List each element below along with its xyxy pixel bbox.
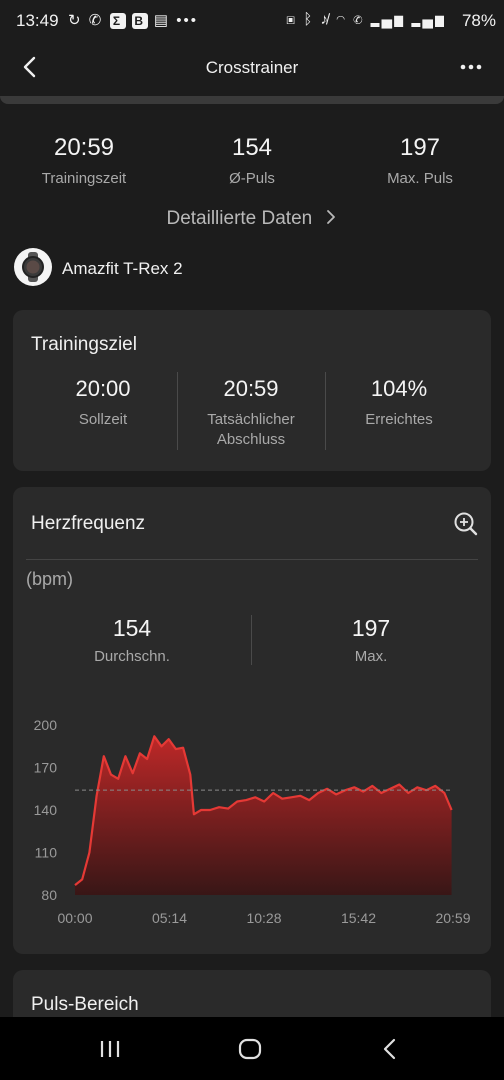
- notification-icons: ↻ ✆ Σ B ▤ •••: [68, 11, 198, 30]
- y-tick-label: 170: [34, 760, 58, 776]
- hr-average: 154 Durchschn.: [13, 615, 251, 665]
- bluetooth-icon: ᛒ: [303, 11, 315, 28]
- goal-achieved: 104% Erreichtes: [326, 376, 472, 430]
- divider: [177, 372, 178, 450]
- page-title: Crosstrainer: [205, 58, 299, 77]
- x-tick-label: 00:00: [57, 910, 92, 926]
- goal-label: Sollzeit: [78, 411, 128, 428]
- more-options-button[interactable]: [456, 52, 486, 82]
- wifi-call-icon: ✆: [353, 11, 365, 28]
- recent-apps-icon: [100, 1041, 120, 1057]
- stat-value: 20:59: [53, 134, 115, 161]
- app-header: Crosstrainer: [0, 44, 504, 94]
- b-app-icon: B: [131, 13, 148, 30]
- system-navigation-bar: [0, 1017, 504, 1080]
- stat-label: Ø-Puls: [229, 170, 275, 187]
- goal-value: 20:59: [223, 376, 279, 401]
- calendar-icon: ▤: [153, 12, 171, 29]
- more-notifications-icon: •••: [176, 12, 198, 29]
- chevron-left-icon: [23, 56, 36, 78]
- nfc-icon: ▣: [286, 11, 298, 28]
- stat-label: Max. Puls: [387, 170, 453, 187]
- x-tick-label: 05:14: [152, 910, 187, 926]
- training-goal-card: Trainingsziel 20:00 Sollzeit 20:59 Tatsä…: [13, 310, 491, 471]
- goal-target-time: 20:00 Sollzeit: [30, 376, 176, 430]
- system-icons: ▣ ᛒ ♪̸ ◠ ✆ ▂▄▆ ▂▄▆: [286, 11, 446, 28]
- more-horizontal-icon: [460, 64, 482, 70]
- goal-actual-completion: 20:59 Tatsächlicher Abschluss: [178, 376, 324, 450]
- y-tick-label: 80: [41, 887, 57, 903]
- signal-icon: ▂▄▆: [370, 11, 406, 28]
- wifi-icon: ◠: [336, 11, 348, 28]
- divider: [251, 615, 252, 665]
- wifi-call-icon: ✆: [88, 12, 104, 29]
- heart-rate-card: Herzfrequenz (bpm) 154 Durchschn. 197 Ma…: [13, 487, 491, 954]
- card-title: Herzfrequenz: [31, 513, 146, 534]
- heart-rate-area: [75, 736, 452, 895]
- goal-label: Tatsächlicher Abschluss: [207, 411, 295, 448]
- mute-icon: ♪̸: [320, 11, 330, 28]
- zoom-button[interactable]: [451, 509, 481, 539]
- stat-training-time: 20:59 Trainingszeit: [0, 134, 168, 187]
- watch-avatar: [14, 248, 52, 286]
- zoom-in-icon: [454, 512, 478, 536]
- home-icon: [238, 1038, 262, 1060]
- detailed-data-label: Detaillierte Daten: [166, 208, 313, 229]
- status-time: 13:49: [16, 11, 59, 30]
- hr-label: Max.: [354, 648, 388, 665]
- stat-value: 154: [231, 134, 273, 161]
- detailed-data-link[interactable]: Detaillierte Daten: [0, 208, 504, 230]
- stat-average-pulse: 154 Ø-Puls: [168, 134, 336, 187]
- sigma-app-icon: Σ: [109, 13, 126, 30]
- y-tick-label: 110: [35, 845, 58, 861]
- sync-icon: ↻: [68, 12, 83, 29]
- hr-max: 197 Max.: [252, 615, 490, 665]
- recent-apps-button[interactable]: [94, 1033, 126, 1065]
- stat-max-pulse: 197 Max. Puls: [336, 134, 504, 187]
- goal-value: 20:00: [75, 376, 131, 401]
- back-button[interactable]: [14, 50, 48, 84]
- goal-value: 104%: [370, 376, 428, 401]
- y-tick-label: 140: [34, 802, 58, 818]
- stat-label: Trainingszeit: [41, 170, 127, 187]
- home-button[interactable]: [234, 1033, 266, 1065]
- hr-value: 154: [112, 615, 152, 641]
- goal-label: Erreichtes: [365, 411, 433, 428]
- divider: [26, 559, 478, 560]
- battery-percent: 78%: [461, 11, 496, 30]
- unit-label: (bpm): [26, 569, 74, 589]
- x-tick-label: 20:59: [435, 910, 470, 926]
- status-bar: 13:49 ↻ ✆ Σ B ▤ ••• ▣ ᛒ ♪̸ ◠ ✆ ▂▄▆ ▂▄▆ 7…: [0, 0, 504, 44]
- map-preview-edge: [0, 96, 504, 104]
- watch-icon: [22, 252, 44, 282]
- hr-value: 197: [351, 615, 391, 641]
- x-tick-label: 15:42: [341, 910, 376, 926]
- chevron-right-icon: [326, 210, 335, 224]
- divider: [325, 372, 326, 450]
- back-icon: [383, 1038, 396, 1060]
- stat-value: 197: [399, 134, 441, 161]
- device-name: Amazfit T-Rex 2: [62, 259, 183, 278]
- x-tick-label: 10:28: [246, 910, 281, 926]
- y-tick-label: 200: [34, 717, 58, 733]
- signal-2-icon: ▂▄▆: [411, 11, 446, 28]
- card-title: Trainingsziel: [31, 334, 137, 355]
- card-title: Puls-Bereich: [31, 994, 139, 1015]
- system-back-button[interactable]: [374, 1033, 406, 1065]
- hr-label: Durchschn.: [94, 648, 170, 665]
- heart-rate-line: [74, 735, 453, 886]
